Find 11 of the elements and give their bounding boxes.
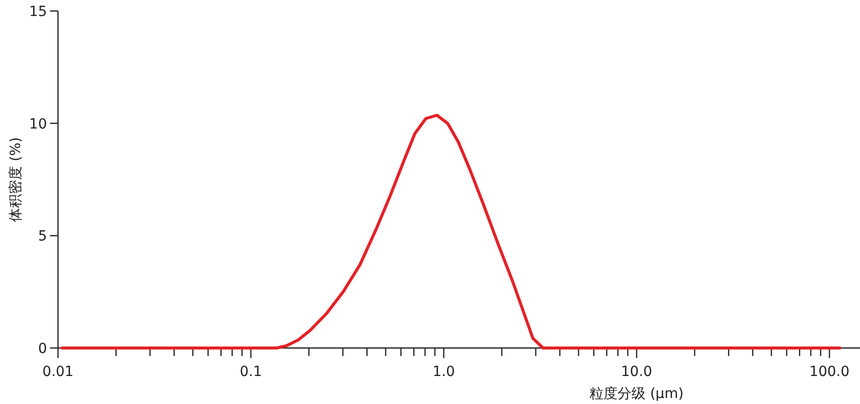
x-axis-title: 粒度分级 (µm) xyxy=(590,386,684,402)
y-tick-label: 5 xyxy=(38,228,47,245)
x-tick-label: 100.0 xyxy=(809,364,850,380)
y-tick-label: 10 xyxy=(29,116,47,132)
y-tick-label: 0 xyxy=(38,341,47,357)
x-tick-label: 1.0 xyxy=(432,364,455,380)
y-tick-label: 15 xyxy=(29,4,47,20)
x-tick-label: 0.01 xyxy=(42,364,74,380)
x-tick-label: 0.1 xyxy=(240,364,262,380)
x-tick-label: 10.0 xyxy=(621,364,652,380)
y-axis-title: 体积密度 (%) xyxy=(8,137,24,222)
